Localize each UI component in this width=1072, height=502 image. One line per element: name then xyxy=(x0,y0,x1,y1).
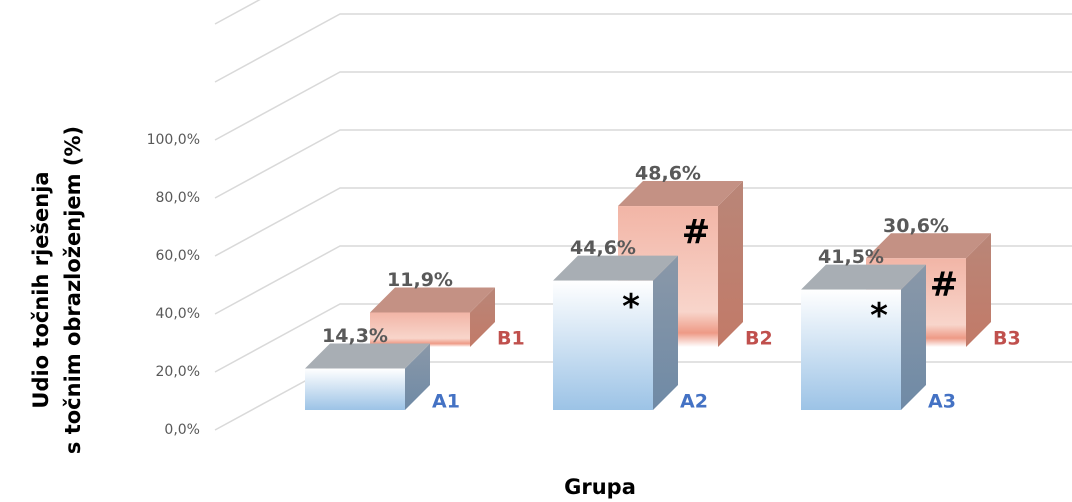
bar-side xyxy=(901,264,926,410)
y-tick-label: 100,0% xyxy=(147,132,200,148)
bar-label: B2 xyxy=(745,328,773,350)
value-label: 30,6% xyxy=(883,215,949,237)
bar-side xyxy=(470,287,495,347)
bar xyxy=(801,289,901,410)
y-tick-label: 0,0% xyxy=(164,422,200,438)
bar-top xyxy=(370,287,495,313)
value-label: 44,6% xyxy=(570,237,636,259)
value-label: 48,6% xyxy=(635,163,701,185)
bar-side xyxy=(405,343,430,410)
grid-line xyxy=(214,71,1072,141)
grid-line xyxy=(214,245,1072,315)
y-title-line: s točnim obrazloženjem (%) xyxy=(61,126,85,454)
bar-side xyxy=(966,233,991,347)
bar xyxy=(370,312,470,347)
y-axis-title: Udio točnih rješenja s točnim obrazložen… xyxy=(29,126,85,454)
y-tick-label: 40,0% xyxy=(156,306,200,322)
value-label: 11,9% xyxy=(387,269,453,291)
grid-line xyxy=(214,13,1072,83)
y-title-line: Udio točnih rješenja xyxy=(29,171,53,408)
value-label: 41,5% xyxy=(818,246,884,268)
bar xyxy=(305,368,405,410)
bar-side xyxy=(718,181,743,347)
bar-label: A1 xyxy=(432,391,460,413)
bar-top xyxy=(801,264,926,290)
bar-top xyxy=(618,181,743,207)
marker: * xyxy=(870,296,888,336)
grid-line xyxy=(214,129,1072,199)
y-tick-label: 80,0% xyxy=(156,190,200,206)
y-tick-label: 20,0% xyxy=(156,364,200,380)
x-axis-title: Grupa xyxy=(564,475,636,499)
bar-label: A3 xyxy=(928,391,956,413)
bar-label: A2 xyxy=(680,391,708,413)
marker: # xyxy=(930,265,959,305)
bar-top xyxy=(305,343,430,369)
y-tick-label: 60,0% xyxy=(156,248,200,264)
bar-side xyxy=(653,255,678,410)
bar-top xyxy=(866,233,991,259)
value-label: 14,3% xyxy=(322,325,388,347)
grid-line xyxy=(214,187,1072,257)
marker: # xyxy=(682,213,711,253)
bar-top xyxy=(553,255,678,281)
bar xyxy=(553,280,653,410)
bar-label: B1 xyxy=(497,328,525,350)
grid-line xyxy=(214,0,261,25)
marker: * xyxy=(622,287,640,327)
bar-label: B3 xyxy=(993,328,1021,350)
